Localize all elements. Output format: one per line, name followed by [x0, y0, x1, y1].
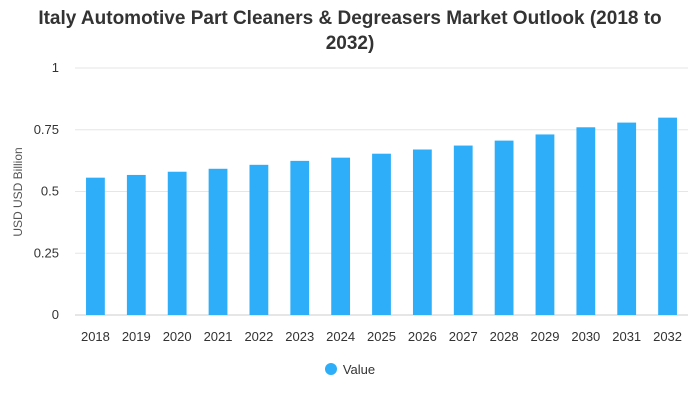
bar [208, 168, 228, 315]
legend-marker-icon [324, 363, 337, 375]
chart-title: Italy Automotive Part Cleaners & Degreas… [38, 8, 662, 54]
bar [658, 117, 677, 315]
x-tick-label: 2024 [326, 329, 355, 344]
y-tick-label: 0.75 [34, 122, 59, 137]
y-tick-label: 0.5 [41, 184, 59, 199]
x-tick-label: 2021 [204, 329, 233, 344]
x-tick-label: 2028 [490, 329, 519, 344]
bar [331, 157, 351, 315]
x-tick-label: 2032 [653, 329, 682, 344]
bar [494, 140, 514, 315]
x-tick-label: 2031 [612, 329, 641, 344]
x-tick-label: 2023 [285, 329, 314, 344]
x-tick-label: 2026 [408, 329, 437, 344]
x-tick-label: 2020 [163, 329, 192, 344]
x-tick-label: 2022 [244, 329, 273, 344]
bar [249, 164, 269, 315]
bar [535, 134, 555, 315]
x-tick-label: 2027 [449, 329, 478, 344]
x-tick-label: 2019 [122, 329, 151, 344]
bar [126, 174, 146, 315]
x-tick-label: 2018 [81, 329, 110, 344]
legend[interactable]: Value [0, 362, 700, 377]
bar [453, 145, 473, 315]
legend-label: Value [342, 362, 376, 377]
x-tick-label: 2029 [531, 329, 560, 344]
bar [86, 177, 105, 315]
x-tick-label: 2025 [367, 329, 396, 344]
y-tick-label: 1 [52, 60, 59, 75]
bar [290, 160, 310, 315]
y-tick-label: 0.25 [34, 245, 59, 260]
bar [167, 171, 187, 315]
bar [576, 127, 596, 315]
y-tick-label: 0 [52, 307, 59, 322]
bar [412, 149, 432, 315]
x-tick-label: 2030 [571, 329, 600, 344]
bar [372, 153, 391, 315]
bar [617, 122, 637, 315]
